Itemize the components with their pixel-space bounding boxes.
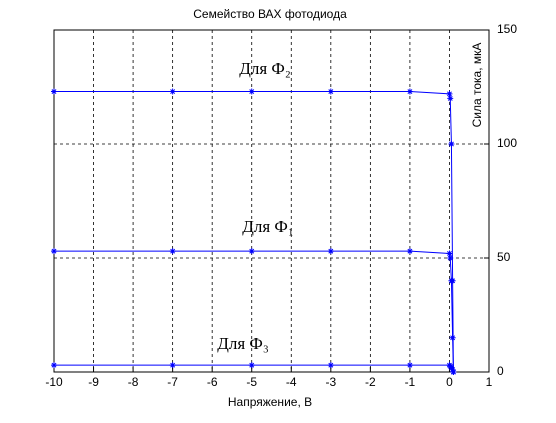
x-axis-label: Напряжение, В [228,395,312,409]
annotation: Для Ф₃ [217,334,269,353]
marker [447,95,454,102]
marker [51,248,57,255]
y-tick-label: 100 [497,136,517,150]
y-tick-label: 50 [497,250,511,264]
y-axis-label: Сила тока, мкА [470,43,484,128]
marker [248,248,255,255]
x-tick-label: -4 [286,375,297,389]
marker [449,334,456,341]
annotation: Для Ф₁ [242,217,294,236]
marker [169,362,176,369]
x-tick-label: -5 [246,375,257,389]
marker [51,88,57,95]
annotation: Для Ф₂ [239,59,291,78]
marker [51,362,57,369]
x-tick-label: 0 [446,375,453,389]
y-tick-label: 150 [497,22,517,36]
marker [446,250,453,257]
x-tick-label: 1 [486,375,493,389]
marker [406,88,413,95]
x-tick-label: -7 [167,375,178,389]
chart-title: Семейство ВАХ фотодиода [193,7,347,21]
marker [447,255,454,261]
marker [448,277,455,284]
x-tick-label: -8 [128,375,139,389]
marker [450,369,457,375]
series-line [54,250,454,373]
x-tick-label: -10 [45,375,63,389]
marker [327,88,334,95]
y-tick-label: 0 [497,364,504,378]
x-tick-label: -6 [207,375,218,389]
marker [446,90,453,97]
marker [169,88,176,95]
x-tick-label: -2 [365,375,376,389]
marker [406,248,413,255]
x-tick-label: -1 [405,375,416,389]
marker [449,366,456,373]
x-tick-label: -9 [88,375,99,389]
marker [448,364,455,371]
x-tick-label: -3 [325,375,336,389]
plot-frame [53,29,490,373]
marker [327,248,334,255]
marker [406,362,413,369]
marker [448,141,455,147]
marker [327,362,334,369]
marker [169,248,176,255]
marker [248,88,255,95]
series-line [54,91,454,373]
marker [248,362,255,369]
